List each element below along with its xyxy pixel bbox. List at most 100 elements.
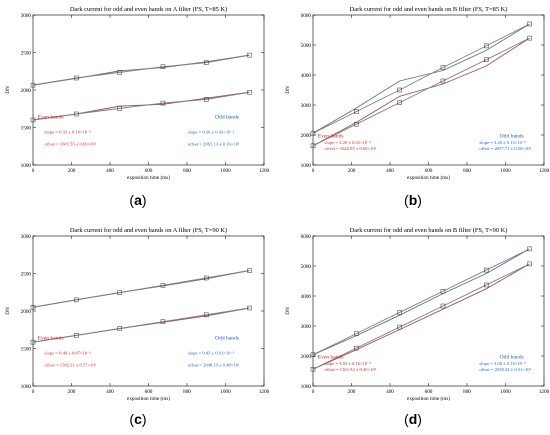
x-tick-label: 800 [463, 389, 471, 395]
x-tick-label: 1000 [500, 389, 511, 395]
y-tick-label: 1000 [301, 384, 312, 390]
annotation-even-slope: slope = 3.03 ± 0.16×10⁻² [325, 361, 372, 366]
x-tick-label: 800 [183, 168, 191, 174]
chart-title: Dark current for odd and even bands on A… [70, 6, 227, 13]
x-tick-label: 200 [68, 168, 76, 174]
annotation-odd-head: Odd bands [215, 336, 239, 342]
data-point [484, 282, 489, 288]
y-tick-label: 2000 [301, 354, 312, 360]
series-line [32, 307, 250, 343]
x-tick-label: 800 [463, 168, 471, 174]
data-point [204, 312, 209, 318]
data-point [247, 268, 252, 273]
data-point [74, 75, 79, 81]
data-point [354, 109, 359, 114]
annotation-even-offset: offset = 1561.82 ± 0.49×10¹ [325, 367, 377, 372]
data-point [397, 100, 402, 105]
x-tick-label: 200 [68, 389, 76, 395]
series-odd-0 [312, 23, 530, 134]
panel-caption: (d) [404, 411, 422, 427]
y-tick-label: 4000 [301, 294, 312, 300]
x-tick-label: 200 [348, 389, 356, 395]
x-tick-label: 200 [348, 168, 356, 174]
x-tick-label: 400 [386, 168, 394, 174]
data-point [440, 289, 446, 294]
x-axis-label: exposition time (ms) [127, 174, 170, 181]
data-point [204, 60, 209, 65]
y-axis-label: DN [285, 307, 291, 315]
data-point [204, 97, 209, 102]
data-point [30, 339, 36, 345]
panel-letter: d [409, 411, 418, 427]
series-line [312, 263, 530, 370]
y-axis-label: DN [5, 307, 11, 315]
data-point [527, 261, 532, 267]
data-point [440, 65, 446, 70]
annotation-even-head: Even bands [318, 133, 344, 139]
data-point [247, 52, 252, 58]
y-tick-label: 4000 [301, 73, 312, 79]
data-point [30, 82, 36, 88]
annotation-even-slope: slope = 0.40 ± 0.87×10⁻³ [45, 351, 92, 356]
y-tick-label: 3000 [21, 13, 32, 19]
data-point [247, 305, 252, 311]
panel-caption: (a) [129, 192, 146, 208]
data-point [440, 303, 446, 309]
series-even-3 [310, 261, 532, 372]
data-point [310, 352, 316, 358]
data-point [30, 117, 36, 123]
annotation-even-head: Even bands [318, 354, 344, 360]
annotation-odd-offset: offset = 2048.19 ± 0.48×10¹ [188, 363, 240, 368]
data-point [204, 275, 209, 281]
y-tick-label: 6000 [301, 13, 312, 19]
y-axis-label: DN [285, 86, 291, 94]
series-even-3 [30, 90, 252, 123]
data-point [117, 326, 122, 331]
annotation-even-head: Even bands [38, 115, 64, 121]
data-point [74, 297, 79, 303]
data-point [117, 106, 122, 111]
x-axis-label: exposition time (ms) [127, 395, 170, 402]
y-tick-label: 1500 [21, 346, 32, 352]
annotation-odd-head: Odd bands [500, 133, 524, 139]
y-tick-label: 3000 [21, 234, 32, 240]
data-point [527, 246, 532, 252]
data-point [30, 305, 36, 310]
series-line [32, 270, 250, 308]
y-tick-label: 2000 [301, 133, 312, 139]
y-tick-label: 1500 [21, 125, 32, 131]
series-line [32, 54, 250, 86]
x-tick-label: 1000 [500, 168, 511, 174]
data-point [527, 35, 532, 41]
y-tick-label: 2000 [21, 309, 32, 315]
annotation-odd-offset: offset = 2065.13 ± 0.16×10¹ [188, 142, 240, 147]
panel-c: Dark current for odd and even bands on A… [5, 227, 270, 427]
annotation-even-offset: offset = 1642.85 ± 0.69×10¹ [325, 146, 377, 151]
x-axis-label: exposition time (ms) [407, 174, 450, 181]
y-tick-label: 1000 [301, 163, 312, 169]
x-tick-label: 0 [312, 168, 315, 174]
data-point [160, 283, 166, 288]
y-tick-label: 1000 [21, 384, 32, 390]
panel-letter: b [409, 192, 418, 208]
series-even-2 [312, 263, 530, 370]
data-point [484, 57, 489, 62]
annotation-odd-slope: slope = 0.43 ± 0.91×10⁻³ [188, 351, 235, 356]
data-point [74, 333, 79, 338]
data-point [160, 319, 166, 324]
data-point [440, 78, 446, 84]
data-point [247, 90, 252, 95]
panel-caption: (c) [129, 411, 146, 427]
y-tick-label: 6000 [301, 234, 312, 240]
annotation-odd-offset: offset = 2057.71 ± 0.50×10¹ [479, 146, 531, 151]
y-tick-label: 2500 [21, 271, 32, 277]
y-tick-label: 2500 [21, 50, 32, 56]
data-point [310, 130, 316, 136]
x-tick-label: 400 [386, 389, 394, 395]
series-even-3 [30, 305, 252, 345]
annotation-even-offset: offset = 1582.21 ± 0.57×10¹ [45, 363, 97, 368]
data-point [484, 267, 489, 273]
x-tick-label: 1200 [539, 168, 550, 174]
series-odd-0 [312, 248, 530, 356]
